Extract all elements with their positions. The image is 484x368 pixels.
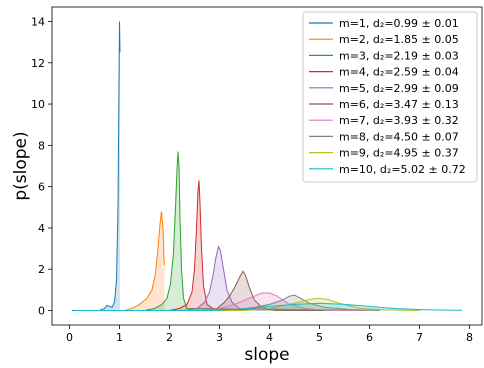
legend-label: m=8, d₂=4.50 ± 0.07	[339, 130, 459, 143]
y-tick-label: 4	[38, 222, 45, 235]
y-axis-label: p(slope)	[11, 131, 31, 200]
legend-label: m=3, d₂=2.19 ± 0.03	[339, 49, 459, 62]
y-tick-label: 0	[38, 305, 45, 318]
x-tick-label: 6	[366, 331, 373, 344]
series-10-line	[74, 302, 463, 311]
y-tick-label: 2	[38, 263, 45, 276]
x-tick-label: 4	[266, 331, 273, 344]
series-5-line	[74, 245, 370, 311]
y-axis: 0 2 4 6 8 10 12 14	[31, 15, 52, 318]
x-tick-label: 8	[466, 331, 473, 344]
series-2-line	[74, 211, 165, 311]
series-7-line	[74, 292, 370, 311]
series-1-line	[72, 21, 121, 311]
plot-frame	[51, 6, 483, 326]
x-tick-label: 3	[216, 331, 223, 344]
legend-box	[302, 11, 478, 183]
legend-label: m=6, d₂=3.47 ± 0.13	[339, 98, 459, 111]
legend-label: m=1, d₂=0.99 ± 0.01	[339, 17, 459, 30]
x-tick-label: 7	[416, 331, 423, 344]
series-5-area	[74, 246, 370, 311]
x-tick-label: 1	[116, 331, 123, 344]
series-4-line	[74, 180, 370, 311]
x-tick-label: 2	[166, 331, 173, 344]
series-layer	[72, 21, 463, 311]
legend-label: m=9, d₂=4.95 ± 0.37	[339, 147, 459, 160]
y-tick-label: 8	[38, 139, 45, 152]
legend-label: m=4, d₂=2.59 ± 0.04	[339, 66, 459, 79]
legend-label: m=10, d₂=5.02 ± 0.72	[339, 163, 466, 176]
y-tick-label: 12	[31, 57, 45, 70]
x-axis-label: slope	[244, 345, 289, 365]
x-axis: 0 1 2 3 4 5 6 7 8	[66, 325, 473, 344]
series-9-line	[74, 297, 420, 311]
x-tick-label: 5	[316, 331, 323, 344]
series-8-area	[74, 295, 380, 311]
y-tick-label: 6	[38, 181, 45, 194]
legend-label: m=2, d₂=1.85 ± 0.05	[339, 33, 459, 46]
series-3-line	[74, 151, 370, 311]
legend-label: m=5, d₂=2.99 ± 0.09	[339, 82, 459, 95]
y-tick-label: 10	[31, 98, 45, 111]
y-tick-label: 14	[31, 15, 45, 28]
series-2-area	[74, 211, 165, 311]
legend: m=1, d₂=0.99 ± 0.01 m=2, d₂=1.85 ± 0.05 m=…	[302, 11, 478, 183]
x-tick-label: 0	[66, 331, 73, 344]
legend-label: m=7, d₂=3.93 ± 0.32	[339, 114, 459, 127]
